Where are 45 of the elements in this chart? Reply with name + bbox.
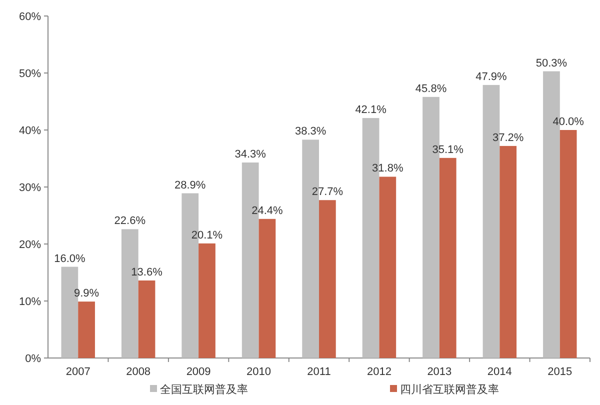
data-label: 22.6% [114, 215, 146, 228]
x-tick-label: 2012 [366, 366, 392, 378]
bar [198, 243, 216, 358]
data-label: 16.0% [54, 252, 86, 265]
data-label: 27.7% [312, 186, 344, 198]
data-label: 20.1% [191, 229, 223, 242]
bar [319, 200, 336, 358]
bar [439, 158, 456, 358]
data-label: 40.0% [552, 116, 584, 128]
legend-label: 四川省互联网普及率 [400, 383, 499, 396]
x-tick-label: 2009 [186, 366, 211, 378]
data-label: 28.9% [174, 179, 206, 192]
bar [258, 218, 276, 358]
bar [78, 302, 95, 358]
y-tick-label: 40% [18, 125, 42, 137]
x-tick-label: 2010 [246, 366, 272, 378]
x-tick-label: 2013 [427, 366, 452, 378]
y-tick-label: 60% [18, 11, 42, 23]
data-label: 37.2% [492, 132, 524, 144]
data-label: 34.3% [234, 148, 266, 160]
data-label: 35.1% [432, 144, 464, 156]
data-label: 24.4% [252, 204, 284, 217]
data-label: 45.8% [415, 82, 447, 95]
data-label: 31.8% [372, 162, 404, 175]
data-label: 13.6% [131, 266, 163, 278]
x-tick-label: 2008 [126, 366, 151, 378]
y-tick-label: 20% [18, 239, 42, 251]
y-tick-label: 0% [25, 353, 42, 365]
y-tick-label: 50% [18, 68, 42, 80]
x-tick-label: 2007 [66, 366, 90, 378]
x-tick-label: 2015 [548, 366, 572, 378]
legend-label: 全国互联网普及率 [160, 383, 248, 396]
data-label: 47.9% [476, 70, 508, 83]
data-label: 38.3% [294, 126, 326, 138]
data-label: 9.9% [74, 288, 100, 300]
bar [138, 280, 156, 358]
data-label: 42.1% [355, 104, 387, 116]
x-tick-label: 2014 [487, 366, 512, 378]
x-tick-label: 2011 [307, 366, 331, 378]
bar [500, 146, 517, 358]
y-tick-label: 30% [18, 182, 42, 194]
data-label: 50.3% [536, 57, 568, 70]
bar [379, 176, 396, 358]
bar [560, 130, 577, 358]
y-tick-label: 10% [18, 296, 42, 308]
